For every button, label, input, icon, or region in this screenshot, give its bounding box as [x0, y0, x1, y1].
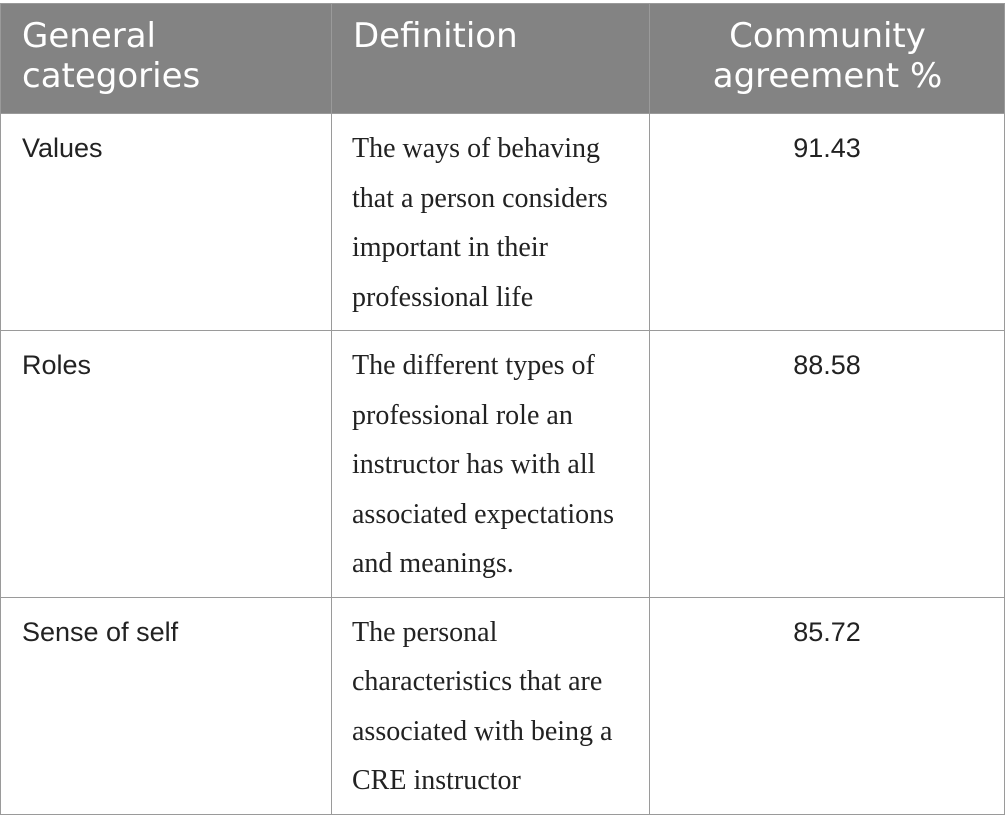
definition-cell: The personal characteristics that are as… — [331, 596, 650, 815]
table-row: Values The ways of behaving that a perso… — [0, 113, 1005, 331]
table-row: Sense of self The personal characteristi… — [0, 596, 1005, 815]
category-cell: Sense of self — [0, 596, 332, 815]
header-community-agreement: Community agreement % — [649, 3, 1005, 114]
agreement-cell: 85.72 — [649, 596, 1005, 815]
category-cell: Roles — [0, 330, 332, 598]
table-body: Values The ways of behaving that a perso… — [0, 113, 1005, 815]
categories-table: General categories Definition Community … — [0, 3, 1005, 815]
category-cell: Values — [0, 113, 332, 331]
definition-cell: The different types of professional role… — [331, 330, 650, 598]
table-header: General categories Definition Community … — [0, 3, 1005, 114]
header-row: General categories Definition Community … — [0, 3, 1005, 114]
header-definition: Definition — [331, 3, 650, 114]
header-general-categories: General categories — [0, 3, 332, 114]
agreement-cell: 91.43 — [649, 113, 1005, 331]
agreement-cell: 88.58 — [649, 330, 1005, 598]
definition-cell: The ways of behaving that a person consi… — [331, 113, 650, 331]
table-row: Roles The different types of professiona… — [0, 330, 1005, 598]
